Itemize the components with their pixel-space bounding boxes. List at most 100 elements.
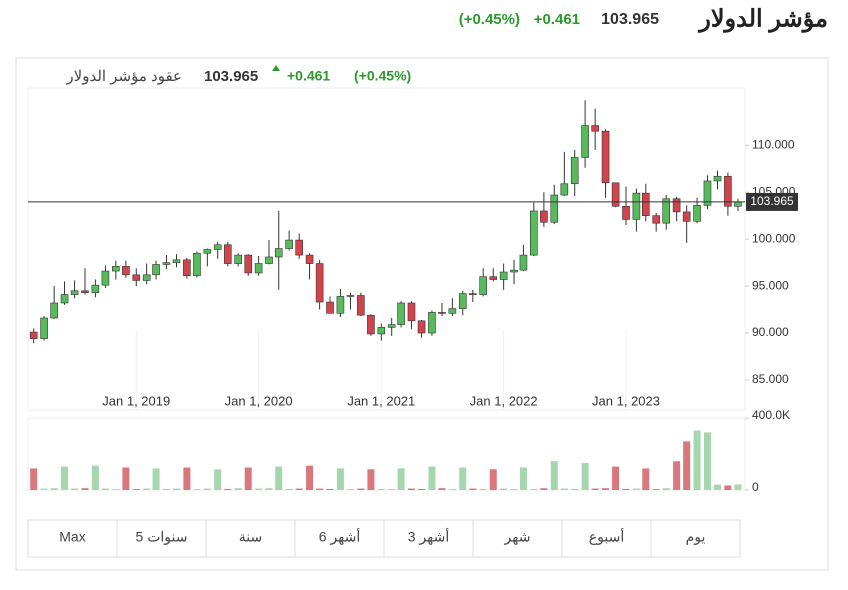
candle-body bbox=[499, 271, 508, 280]
volume-bar bbox=[703, 432, 711, 490]
volume-bar bbox=[224, 488, 232, 490]
candle-body bbox=[550, 194, 559, 223]
volume-bar bbox=[571, 488, 579, 490]
candle-body bbox=[213, 244, 222, 250]
volume-bar bbox=[397, 468, 405, 490]
volume-bar bbox=[183, 467, 191, 490]
chart-change: +0.461 bbox=[287, 68, 330, 84]
volume-bar bbox=[122, 467, 130, 490]
period-button[interactable] bbox=[650, 519, 741, 558]
period-label[interactable]: Max bbox=[59, 529, 85, 545]
period-button[interactable] bbox=[472, 519, 563, 558]
chart-change-pct: (+0.45%) bbox=[354, 68, 411, 84]
period-button[interactable] bbox=[561, 519, 652, 558]
volume-bar bbox=[214, 469, 222, 490]
candle-body bbox=[81, 290, 89, 293]
candle-body bbox=[142, 274, 151, 281]
candle-body bbox=[387, 324, 396, 328]
volume-tick-label: 0 bbox=[752, 480, 759, 494]
candle-body bbox=[417, 320, 426, 334]
candle-body bbox=[254, 263, 263, 274]
candle-body bbox=[101, 270, 110, 286]
candle-body bbox=[601, 130, 610, 184]
last-price: 103.965 bbox=[601, 11, 659, 28]
volume-bar bbox=[336, 468, 344, 490]
candle-body bbox=[724, 175, 732, 207]
volume-bar bbox=[112, 489, 120, 490]
candle-body bbox=[50, 302, 58, 319]
x-tick-label: Jan 1, 2021 bbox=[347, 393, 415, 408]
volume-bar bbox=[101, 488, 109, 490]
candle-body bbox=[162, 262, 171, 265]
candle-body bbox=[662, 198, 671, 224]
volume-bar bbox=[40, 488, 48, 490]
candle-body bbox=[91, 284, 100, 293]
period-label[interactable]: سنة bbox=[239, 529, 262, 545]
page-title: مؤشر الدولار bbox=[697, 5, 828, 33]
candle-body bbox=[377, 327, 386, 335]
period-label[interactable]: شهر bbox=[504, 529, 531, 546]
candle-body bbox=[611, 182, 620, 207]
last-price-label: 103.965 bbox=[750, 194, 794, 208]
candle-body bbox=[193, 252, 201, 277]
candle-body bbox=[581, 125, 589, 158]
candle-body bbox=[479, 276, 488, 295]
volume-bar bbox=[438, 488, 446, 490]
volume-bar bbox=[326, 488, 334, 490]
period-button[interactable] bbox=[294, 519, 385, 558]
period-label[interactable]: 6 أشهر bbox=[319, 527, 361, 546]
volume-bar bbox=[30, 468, 38, 490]
y-tick-label: 100.000 bbox=[752, 231, 796, 245]
candle-body bbox=[172, 259, 181, 263]
period-button[interactable] bbox=[27, 519, 118, 558]
candle-body bbox=[510, 269, 518, 273]
period-label[interactable]: أسبوع bbox=[589, 527, 625, 546]
candle-body bbox=[641, 192, 650, 216]
volume-bar bbox=[602, 488, 610, 490]
candle-body bbox=[60, 294, 69, 304]
candle-body bbox=[274, 248, 283, 258]
volume-bar bbox=[388, 489, 396, 490]
candle-body bbox=[682, 211, 691, 222]
period-label[interactable]: يوم bbox=[686, 529, 706, 546]
volume-bar bbox=[61, 466, 69, 490]
volume-bar bbox=[693, 430, 701, 490]
candle-body bbox=[357, 295, 365, 316]
candle-body bbox=[570, 157, 579, 185]
period-label[interactable]: 3 أشهر bbox=[408, 527, 450, 546]
volume-frame bbox=[27, 417, 746, 491]
volume-bar bbox=[448, 488, 456, 490]
candle-body bbox=[40, 317, 48, 339]
volume-bar bbox=[255, 488, 263, 490]
volume-bar bbox=[622, 488, 630, 490]
volume-bar bbox=[71, 488, 79, 490]
candle-body bbox=[448, 308, 457, 314]
chart-last: 103.965 bbox=[204, 68, 258, 85]
candle-body bbox=[29, 331, 38, 339]
candle-body bbox=[70, 290, 79, 295]
volume-bar bbox=[724, 485, 732, 490]
volume-bar bbox=[275, 466, 283, 490]
candle-body bbox=[326, 301, 334, 314]
candle-body bbox=[703, 180, 712, 206]
volume-bar bbox=[560, 488, 568, 490]
volume-bar bbox=[734, 484, 742, 490]
candle-body bbox=[407, 302, 416, 322]
volume-bar bbox=[652, 489, 660, 490]
x-tick-label: Jan 1, 2023 bbox=[592, 393, 660, 408]
volume-bar bbox=[346, 489, 354, 490]
volume-bar bbox=[469, 488, 477, 490]
volume-bar bbox=[591, 488, 599, 490]
volume-bar bbox=[367, 469, 375, 490]
volume-bar bbox=[407, 488, 415, 490]
candle-body bbox=[112, 266, 120, 272]
period-label[interactable]: 5 سنوات bbox=[136, 529, 188, 546]
candle-body bbox=[183, 259, 191, 277]
period-button[interactable] bbox=[116, 519, 207, 558]
volume-bar bbox=[193, 489, 201, 490]
volume-bar bbox=[132, 489, 140, 490]
candle-body bbox=[530, 210, 538, 256]
volume-bar bbox=[540, 488, 548, 490]
y-tick-label: 95.000 bbox=[752, 278, 789, 292]
